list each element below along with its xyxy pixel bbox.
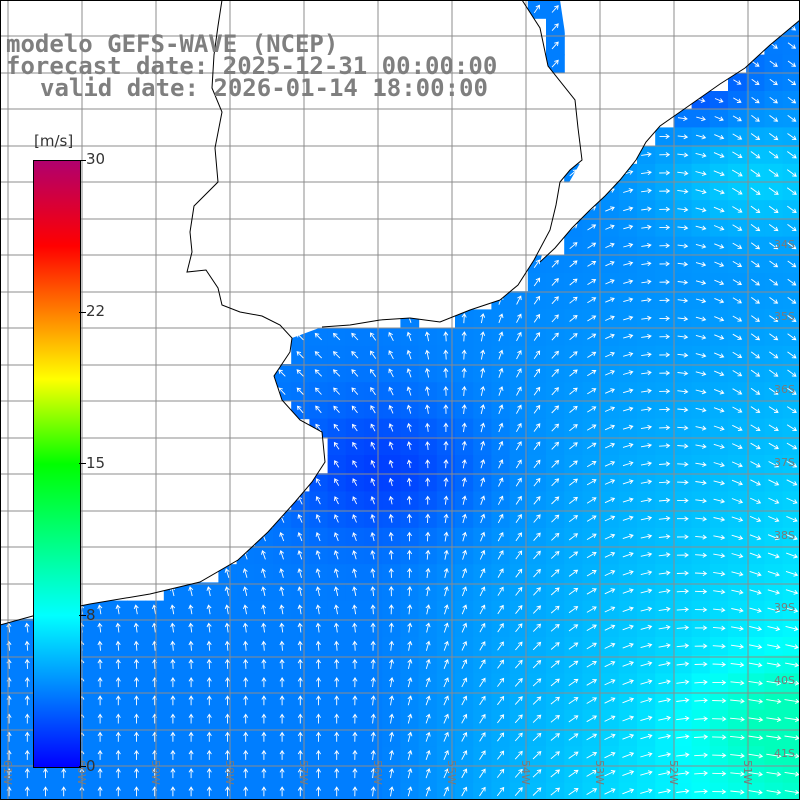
longitude-label: 51W: [741, 760, 754, 785]
latitude-label: 39S: [774, 601, 795, 614]
forecast-date: forecast date: 2025-12-31 00:00:00: [6, 52, 498, 80]
colorbar-tick-label: 30: [86, 150, 106, 168]
colorbar-tick-mark: [79, 312, 86, 313]
colorbar: [33, 160, 81, 768]
longitude-label: 55W: [445, 760, 458, 785]
longitude-label: 54W: [519, 760, 532, 785]
longitude-label: 57W: [297, 760, 310, 785]
colorbar-unit: [m/s]: [34, 132, 74, 150]
longitude-label: 59W: [149, 760, 162, 785]
colorbar-tick-mark: [79, 766, 86, 767]
longitude-label: 56W: [371, 760, 384, 785]
longitude-label: 53W: [593, 760, 606, 785]
coastline: [0, 0, 800, 626]
latitude-label: 37S: [774, 456, 795, 469]
colorbar-tick-label: 0: [86, 757, 96, 775]
colorbar-tick-mark: [79, 463, 86, 464]
longitude-label: 58W: [223, 760, 236, 785]
longitude-label: 52W: [667, 760, 680, 785]
wind-arrows: [6, 4, 800, 797]
colorbar-tick-mark: [79, 615, 86, 616]
latitude-labels: 34S 35S 36S 37S 38S 39S 40S 41S: [774, 238, 795, 760]
latitude-label: 36S: [774, 383, 795, 396]
latitude-label: 35S: [774, 310, 795, 323]
latitude-label: 40S: [774, 674, 795, 687]
valid-date: valid date: 2026-01-14 18:00:00: [40, 74, 488, 102]
colorbar-tick-label: 15: [86, 454, 106, 472]
latitude-label: 38S: [774, 529, 795, 542]
longitude-labels: 61W 60W 59W 58W 57W 56W 55W 54W 53W 52W 51W: [1, 760, 754, 785]
colorbar-tick-label: 8: [86, 606, 96, 624]
longitude-label: 61W: [1, 760, 14, 785]
land-mask: [0, 0, 800, 625]
model-title: modelo GEFS-WAVE (NCEP): [6, 30, 339, 58]
latitude-label: 34S: [774, 238, 795, 251]
colorbar-tick-mark: [79, 160, 86, 161]
latitude-label: 41S: [774, 747, 795, 760]
colorbar-tick-label: 22: [86, 302, 106, 320]
